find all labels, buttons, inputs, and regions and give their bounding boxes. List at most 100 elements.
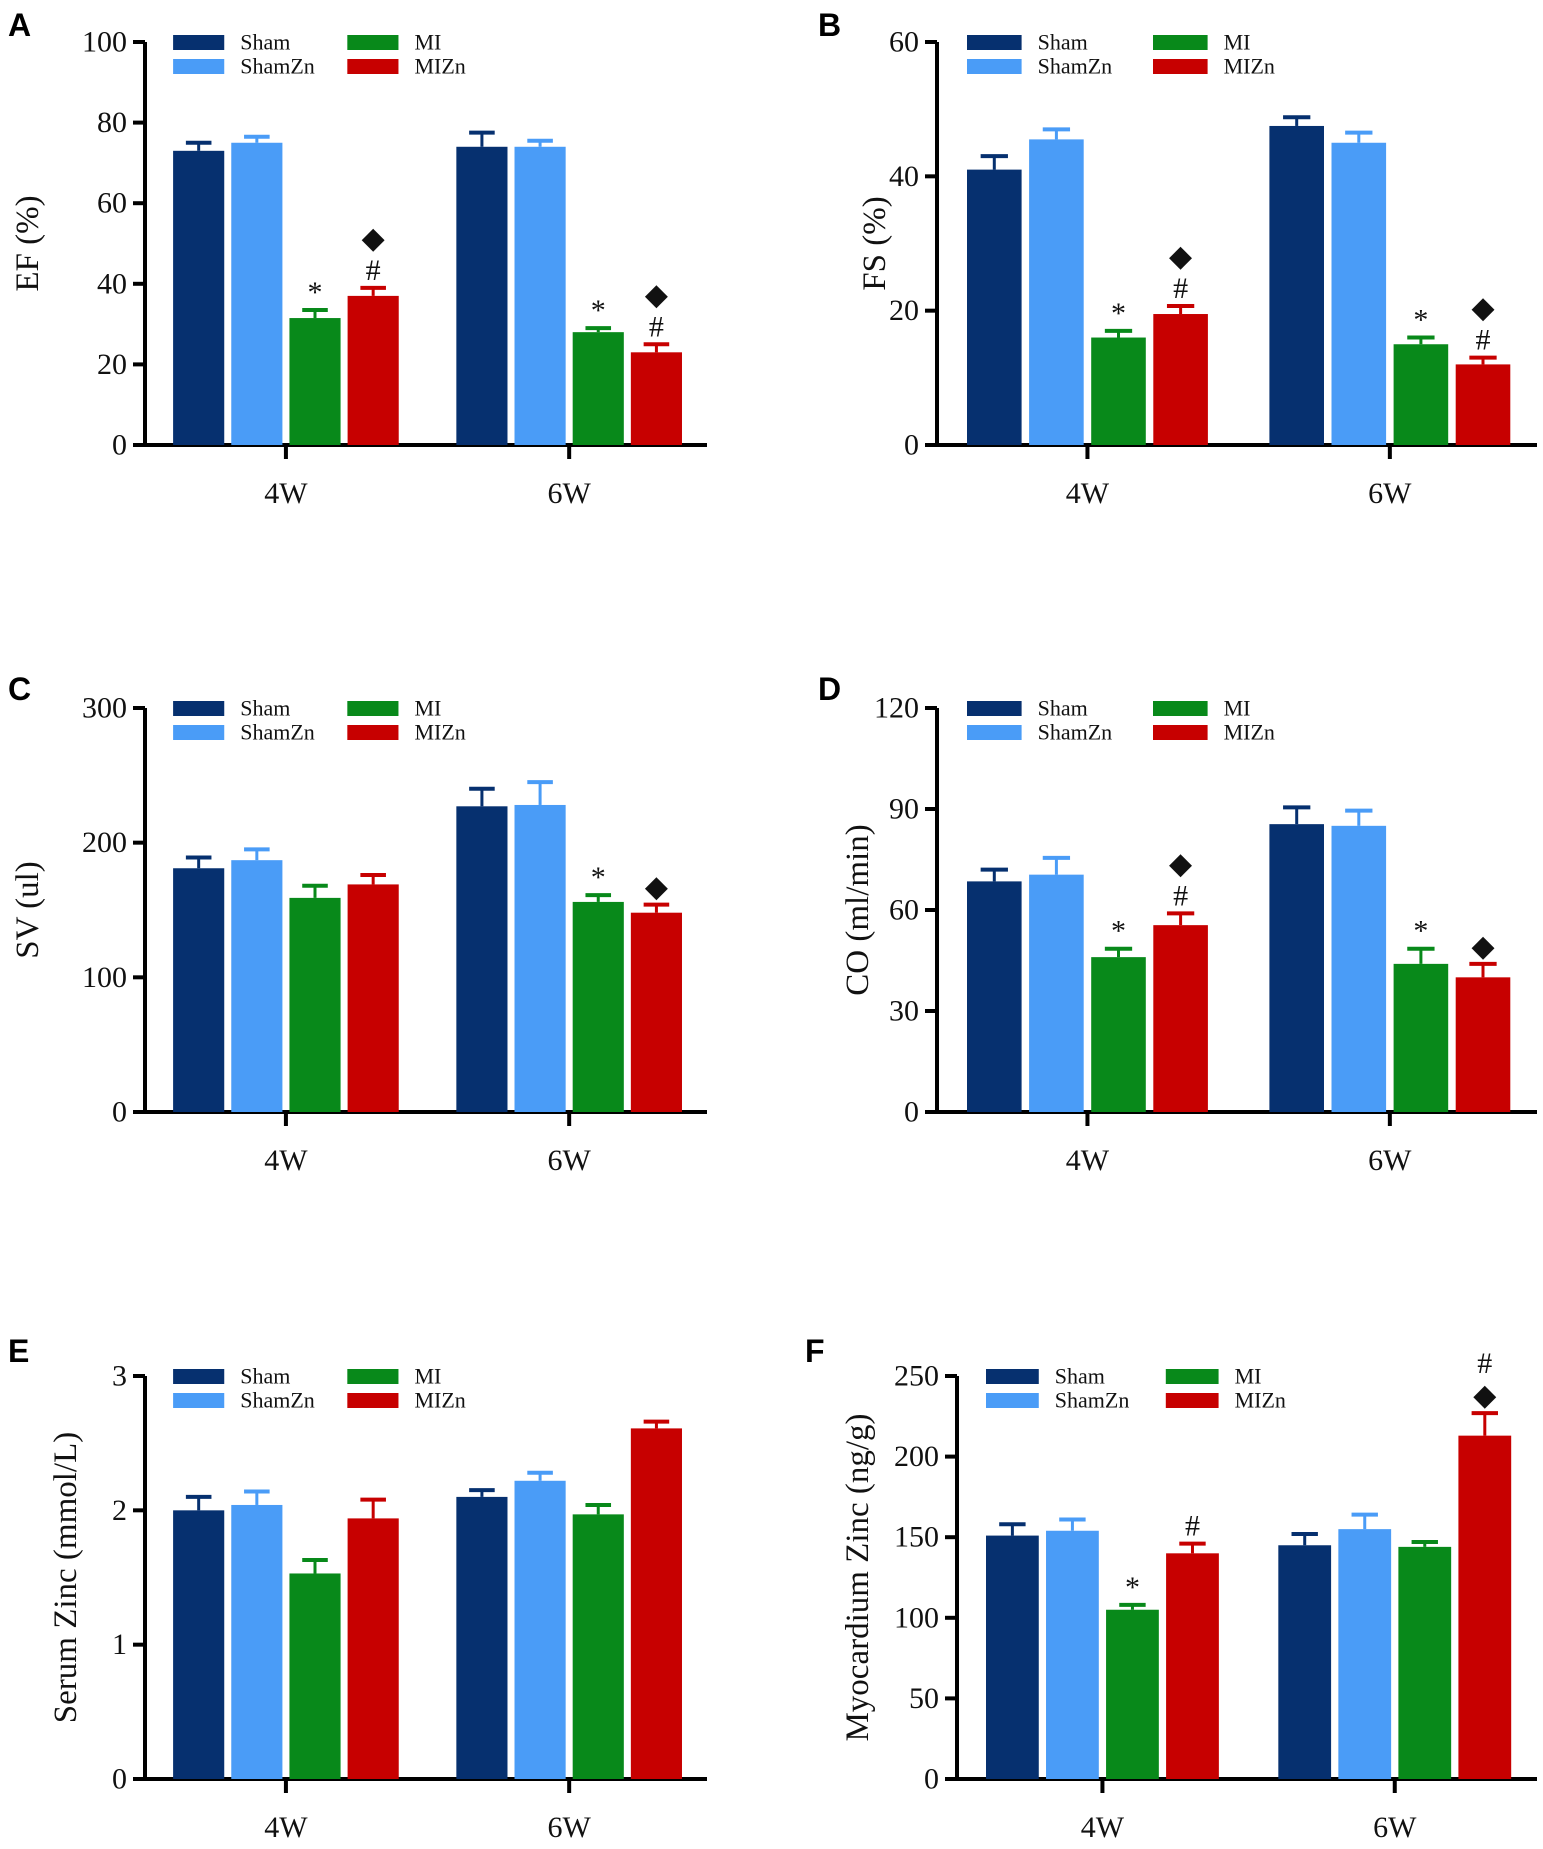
bar-shamzn-6w [1338, 1529, 1392, 1779]
legend-swatch [347, 59, 399, 74]
panel-letter: D [818, 671, 841, 707]
significance-marker: * [1413, 915, 1428, 948]
y-tick-label: 3 [112, 1360, 127, 1393]
legend-swatch [173, 1369, 225, 1384]
y-tick-label: 0 [924, 1763, 939, 1796]
significance-marker: # [1477, 1347, 1492, 1380]
legend-swatch [986, 1369, 1039, 1384]
bar-mizn-6w [630, 352, 682, 445]
legend-swatch [967, 725, 1022, 740]
legend-label: MIZn [1224, 720, 1275, 745]
bar-shamzn-6w [1331, 825, 1387, 1112]
x-tick-label: 4W [264, 1144, 308, 1177]
bar-mi-6w [1393, 344, 1449, 445]
panel-letter: A [8, 7, 31, 43]
bar-mizn-6w [630, 912, 682, 1112]
panel-letter: C [8, 671, 31, 707]
y-tick-label: 1 [112, 1628, 127, 1661]
legend-swatch [347, 1369, 399, 1384]
x-tick-label: 6W [548, 477, 592, 510]
x-tick-label: 4W [1066, 1144, 1110, 1177]
bar-shamzn-6w [514, 1480, 566, 1779]
bar-mizn-4w [1153, 314, 1208, 445]
bar-mi-6w [572, 901, 624, 1112]
x-tick-label: 6W [1368, 477, 1412, 510]
panel-letter: B [818, 7, 841, 43]
legend-label: MIZn [1224, 54, 1275, 79]
y-tick-label: 60 [889, 26, 919, 59]
bar-sham-6w [1278, 1545, 1332, 1779]
significance-marker: # [649, 310, 664, 343]
y-axis-label: Serum Zinc (mmol/L) [48, 1432, 84, 1723]
legend-swatch [986, 1393, 1039, 1408]
bar-mi-4w [1091, 337, 1146, 445]
significance-marker: * [308, 276, 323, 309]
legend-label: MI [1224, 30, 1251, 55]
y-tick-label: 2 [112, 1494, 127, 1527]
y-tick-label: 0 [112, 429, 127, 462]
significance-marker: ◆ [1169, 847, 1192, 880]
y-tick-label: 100 [82, 26, 127, 59]
x-tick-label: 4W [1081, 1811, 1125, 1844]
legend-label: ShamZn [1055, 1388, 1130, 1413]
bar-mi-4w [1091, 957, 1146, 1112]
legend-swatch [347, 35, 399, 50]
significance-marker: ◆ [1471, 930, 1494, 963]
y-tick-label: 0 [904, 429, 919, 462]
significance-marker: # [1185, 1510, 1200, 1543]
bar-mi-6w [1398, 1546, 1452, 1779]
y-tick-label: 200 [894, 1440, 939, 1473]
legend-label: ShamZn [240, 54, 315, 79]
y-tick-label: 200 [82, 826, 127, 859]
bar-mizn-6w [630, 1428, 682, 1779]
y-axis-label: Myocardium Zinc (ng/g) [840, 1413, 876, 1741]
legend-swatch [967, 701, 1022, 716]
significance-marker: # [1173, 879, 1188, 912]
legend-label: MIZn [414, 54, 465, 79]
legend-swatch [1153, 725, 1208, 740]
bar-shamzn-4w [231, 1504, 283, 1779]
legend-label: MIZn [1235, 1388, 1286, 1413]
bar-mi-6w [1393, 963, 1449, 1112]
y-tick-label: 100 [894, 1601, 939, 1634]
bar-sham-4w [173, 868, 225, 1112]
legend-label: Sham [1038, 30, 1088, 55]
legend-swatch [173, 35, 225, 50]
bar-shamzn-4w [231, 860, 283, 1112]
bar-sham-6w [1269, 125, 1324, 445]
significance-marker: * [591, 861, 606, 894]
significance-marker: * [1413, 304, 1428, 337]
significance-marker: # [1173, 272, 1188, 305]
bar-mizn-6w [1458, 1435, 1512, 1779]
bar-sham-6w [456, 146, 508, 445]
bar-mizn-4w [1153, 925, 1208, 1112]
legend-label: MI [1224, 696, 1251, 721]
bar-shamzn-6w [514, 146, 566, 445]
legend-swatch [1165, 1393, 1219, 1408]
significance-marker: * [1111, 915, 1126, 948]
x-tick-label: 6W [1368, 1144, 1412, 1177]
bar-mizn-4w [347, 1518, 399, 1779]
x-tick-label: 6W [548, 1811, 592, 1844]
legend-label: ShamZn [240, 720, 315, 745]
legend-label: ShamZn [1038, 54, 1113, 79]
legend-swatch [1153, 35, 1208, 50]
legend-label: MIZn [414, 720, 465, 745]
y-tick-label: 90 [889, 793, 919, 826]
y-tick-label: 40 [97, 267, 127, 300]
y-tick-label: 0 [112, 1096, 127, 1129]
panel-letter: E [8, 1333, 29, 1369]
legend-swatch [1165, 1369, 1219, 1384]
legend-label: MI [1235, 1364, 1262, 1389]
legend-label: ShamZn [1038, 720, 1113, 745]
legend-label: Sham [1038, 696, 1088, 721]
x-tick-label: 4W [264, 1811, 308, 1844]
bar-mi-4w [289, 897, 341, 1112]
